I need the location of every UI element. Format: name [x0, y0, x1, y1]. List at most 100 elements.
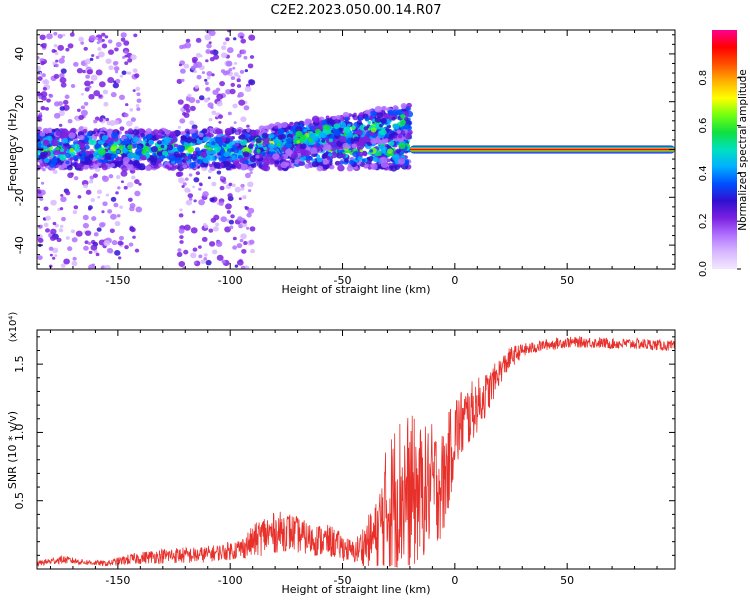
spectrogram-cell	[83, 245, 89, 251]
spectrogram-cell	[59, 106, 65, 111]
x-tick-label: 0	[451, 274, 458, 287]
spectrogram-cell	[376, 112, 384, 119]
spectrogram-cell	[120, 180, 125, 184]
spectrogram-cell	[196, 158, 203, 165]
spectrogram-cell	[324, 145, 331, 151]
spectrogram-cell	[121, 147, 128, 154]
spectrogram-cell	[90, 80, 94, 84]
spectrogram-cell	[114, 249, 121, 256]
spectrogram-cell	[231, 144, 238, 150]
spectrogram-cell	[117, 256, 122, 260]
spectrogram-cell	[386, 158, 391, 163]
spectrogram-cell	[84, 144, 90, 150]
colorbar-tick-label: 0.6	[698, 118, 709, 134]
spectrogram-cell	[43, 206, 49, 211]
spectrogram-cell	[243, 159, 249, 165]
spectrogram-cell	[342, 111, 350, 118]
spectrogram-cell	[384, 113, 391, 119]
y-tick-label: 20	[13, 95, 26, 109]
spectrogram-cell	[212, 226, 219, 232]
spectrogram-cell	[216, 170, 222, 175]
x-tick-label: 0	[451, 574, 458, 587]
spectrogram-cell	[101, 210, 105, 214]
spectrogram-cell	[148, 139, 155, 146]
spectrogram-cell	[208, 30, 216, 37]
snr-x-axis: -150 -100 -50 0 50	[49, 330, 658, 587]
spectrogram-cell	[88, 34, 96, 42]
spectrogram-cell	[274, 125, 279, 129]
spectrogram-cell	[52, 169, 58, 175]
spectrogram-cell	[395, 148, 402, 154]
spectrogram-cell	[43, 162, 49, 167]
spectrogram-cell	[39, 34, 46, 41]
spectrogram-cell	[211, 249, 218, 255]
spectrogram-cell	[157, 134, 163, 139]
spectrogram-cell	[48, 93, 54, 99]
spectrogram-cell	[116, 175, 121, 180]
spectrogram-cell	[348, 159, 355, 165]
spectrogram-cell	[71, 144, 75, 148]
spectrogram-cell	[337, 164, 345, 172]
spectrogram-cell	[65, 236, 70, 240]
spectrogram-cell	[152, 129, 160, 135]
spectrogram-cell	[219, 148, 226, 154]
spectrogram-cell	[48, 246, 54, 251]
spectrogram-cell	[128, 242, 134, 247]
spectrogram-cell	[381, 107, 386, 111]
spectrogram-y-label: Frequency (Hz)	[6, 109, 19, 192]
spectrogram-cell	[276, 142, 281, 147]
spectrogram-cell	[72, 155, 78, 160]
spectrogram-cell	[177, 125, 182, 129]
spectrogram-cell	[201, 71, 206, 75]
spectrogram-cell	[72, 256, 77, 261]
spectrogram-cell	[40, 151, 45, 156]
spectrogram-cell	[182, 132, 186, 136]
spectrogram-cell	[59, 77, 67, 84]
spectrogram-cell	[256, 149, 261, 153]
spectrogram-cell	[156, 147, 162, 152]
spectrogram-cell	[230, 76, 236, 81]
spectrogram-cell	[357, 156, 363, 162]
spectrogram-cell	[209, 241, 216, 247]
spectrogram-cell	[70, 229, 76, 234]
spectrogram-cell	[86, 69, 93, 75]
spectrogram-cell	[211, 110, 217, 115]
spectrogram-cell	[190, 153, 198, 160]
spectrogram-cell	[406, 102, 412, 108]
spectrogram-cell	[213, 162, 221, 169]
spectrogram-cell	[219, 81, 225, 87]
spectrogram-cell	[45, 215, 51, 221]
spectrogram-cell	[215, 87, 221, 92]
spectrogram-cell	[369, 149, 374, 153]
spectrogram-cell	[231, 164, 236, 169]
spectrogram-cell	[59, 148, 65, 153]
spectrogram-cell	[121, 70, 127, 75]
spectrogram-cell	[380, 149, 386, 154]
spectrogram-cell	[124, 245, 129, 250]
spectrogram-cell	[229, 225, 234, 230]
spectrogram-cell	[290, 152, 299, 159]
spectrogram-cell	[211, 73, 215, 77]
spectrogram-cell	[80, 109, 88, 117]
spectrogram-cell	[116, 149, 121, 154]
spectrogram-cell	[97, 140, 103, 145]
spectrogram-cell	[353, 112, 357, 116]
spectrogram-cell	[241, 248, 247, 254]
spectrogram-cell	[85, 141, 90, 146]
spectrogram-cell	[394, 106, 399, 111]
spectrogram-cell	[189, 162, 197, 169]
snr-x-label: Height of straight line (km)	[281, 583, 430, 596]
spectrogram-cell	[239, 35, 244, 39]
spectrogram-cell	[67, 119, 73, 124]
spectrogram-cell	[188, 96, 196, 104]
spectrogram-cell	[87, 241, 92, 245]
spectrogram-cell	[326, 156, 332, 161]
spectrogram-cell	[146, 133, 153, 139]
spectrogram-cell	[98, 148, 106, 156]
spectrogram-cell	[299, 123, 304, 127]
spectrogram-cell	[177, 145, 185, 153]
spectrogram-cell	[41, 73, 46, 78]
spectrogram-cell	[110, 131, 119, 139]
spectrogram-cell	[86, 132, 92, 137]
colorbar-tick-label: 0.0	[698, 261, 709, 277]
